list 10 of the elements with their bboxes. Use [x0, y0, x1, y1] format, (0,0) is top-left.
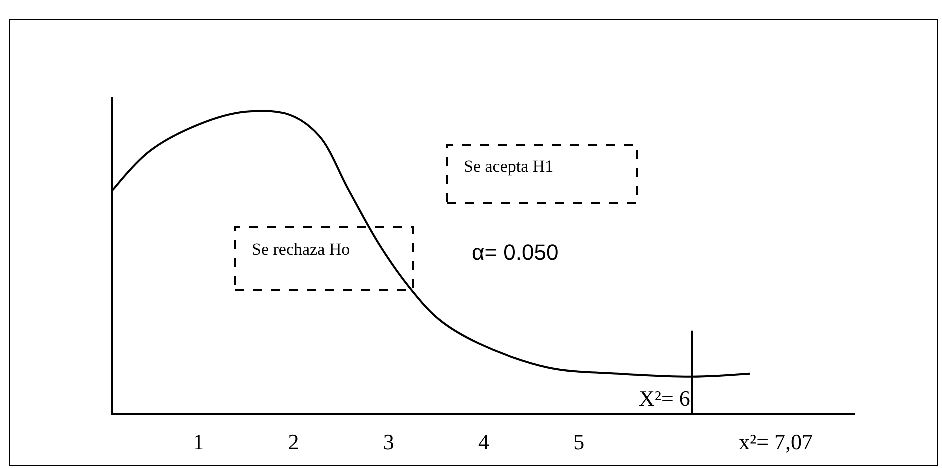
annotation: Se rechaza Ho	[252, 240, 350, 259]
ref-line-label: X²= 6	[639, 386, 690, 411]
x-tick-label: 1	[193, 429, 204, 454]
annotation: α= 0.050	[472, 240, 559, 265]
x-tick-label: 4	[478, 429, 490, 454]
x-tick-label: x²= 7,07	[739, 429, 814, 454]
annotation: Se acepta H1	[464, 157, 554, 176]
x-tick-label: 2	[288, 429, 300, 454]
x-tick-label: 5	[574, 429, 585, 454]
x-tick-label: 3	[383, 429, 394, 454]
